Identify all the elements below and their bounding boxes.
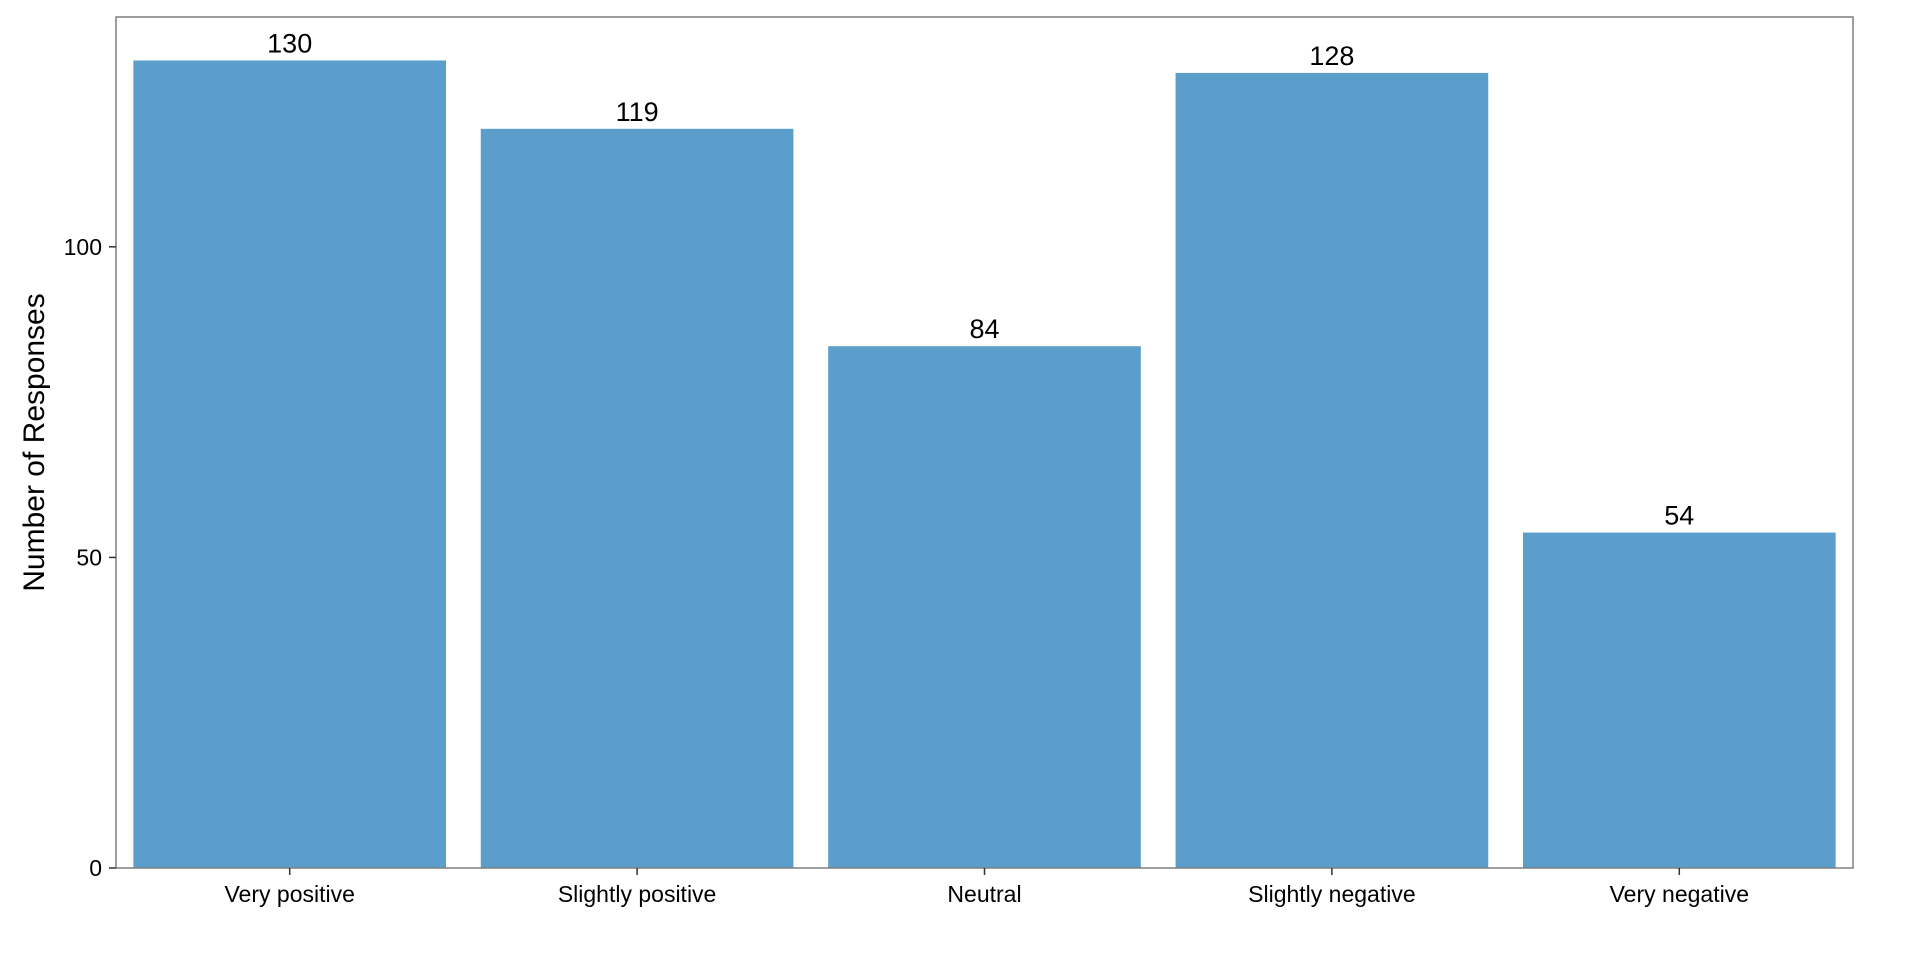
x-tick-label: Neutral — [947, 881, 1021, 907]
y-axis-title: Number of Responses — [18, 293, 51, 591]
bar-neutral — [828, 346, 1141, 868]
bars-group — [133, 60, 1836, 869]
x-tick-label: Very negative — [1610, 881, 1749, 907]
x-tick-label: Very positive — [224, 881, 354, 907]
x-tick-label: Slightly positive — [558, 881, 717, 907]
y-tick-label: 0 — [89, 855, 102, 881]
bar-very-positive — [133, 60, 447, 868]
data-label: 54 — [1664, 501, 1694, 531]
y-axis: 0 50 100 — [64, 234, 116, 881]
x-tick-label: Slightly negative — [1248, 881, 1416, 907]
bar-slightly-positive — [480, 128, 794, 868]
data-label: 128 — [1309, 41, 1354, 71]
data-label: 84 — [969, 314, 999, 344]
y-tick-label: 100 — [64, 234, 102, 260]
bar-very-negative — [1522, 532, 1836, 868]
data-labels-group: 130 119 84 128 54 — [267, 28, 1694, 530]
x-axis: Very positive Slightly positive Neutral Sli… — [224, 868, 1749, 907]
bar-slightly-negative — [1175, 72, 1489, 869]
y-tick-label: 50 — [76, 544, 102, 570]
data-label: 119 — [616, 97, 659, 127]
data-label: 130 — [267, 28, 312, 58]
